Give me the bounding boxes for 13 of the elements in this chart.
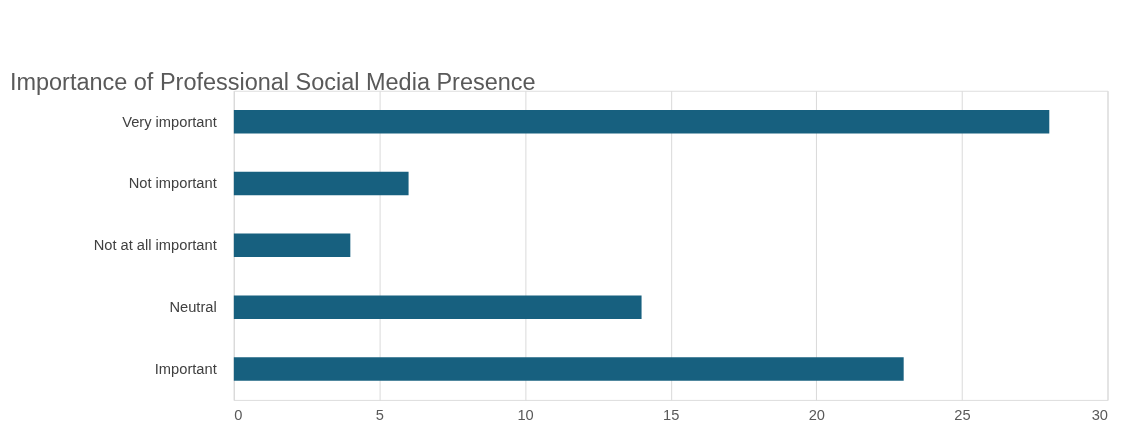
x-tick-label: 30 [1091, 406, 1109, 423]
y-tick-label: Neutral [169, 299, 217, 316]
y-tick-label: Not at all important [93, 237, 217, 254]
y-tick-label: Not important [128, 175, 217, 192]
x-tick-label: 10 [517, 406, 534, 423]
x-tick-label: 25 [954, 406, 971, 423]
x-tick-label: 0 [234, 406, 243, 423]
x-tick-label: 5 [375, 406, 385, 423]
x-tick-label: 20 [808, 406, 825, 423]
x-tick-label: 15 [663, 406, 680, 423]
y-tick-label: Very important [122, 113, 217, 130]
y-tick-label: Important [154, 360, 217, 377]
chart-title: Importance of Professional Social Media Presence [9, 68, 536, 95]
